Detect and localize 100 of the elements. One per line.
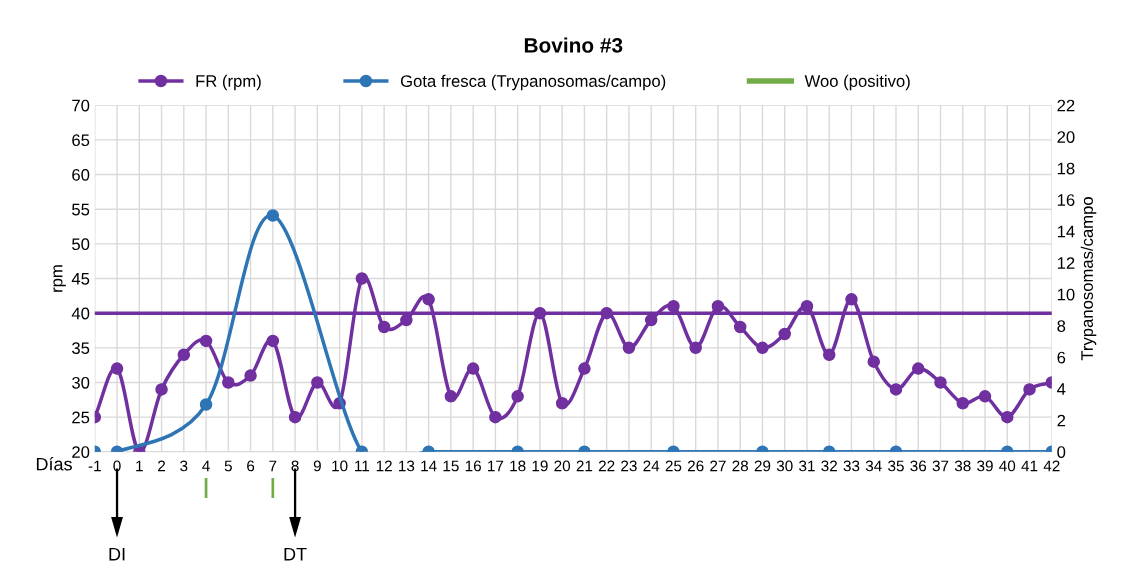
point	[1023, 383, 1036, 396]
point	[288, 410, 302, 424]
y-tick-label: 35	[72, 342, 90, 355]
point	[889, 383, 903, 396]
x-tick-label: 39	[977, 460, 993, 472]
point	[822, 348, 836, 362]
x-tick-label: 10	[332, 460, 348, 472]
point	[533, 306, 547, 320]
x-tick-label: 2	[158, 460, 166, 472]
y-tick-label: 65	[72, 134, 90, 147]
y-tick-label: 25	[72, 411, 90, 424]
point	[110, 362, 124, 375]
x-tick-label: 20	[554, 460, 571, 472]
x-tick-label: 25	[665, 460, 682, 472]
point	[578, 362, 591, 375]
x-tick-label: 38	[954, 460, 971, 472]
y2-tick-label: 10	[1057, 288, 1075, 301]
point	[377, 320, 391, 334]
point	[711, 299, 725, 313]
x-tick-label: 16	[465, 460, 481, 472]
x-tick-label: 30	[776, 460, 793, 472]
point	[600, 306, 613, 320]
point	[622, 341, 636, 355]
point	[756, 341, 769, 355]
x-tick-label: 31	[799, 460, 815, 472]
y2-tick-label: 16	[1057, 194, 1075, 206]
text: DI	[109, 547, 125, 561]
legend-label: FR (rpm)	[196, 74, 261, 91]
x-tick-label: 42	[1043, 460, 1060, 472]
y-axis-title: rpm	[53, 265, 66, 292]
x-tick-label: 5	[224, 460, 232, 472]
point	[466, 362, 480, 375]
point	[311, 376, 324, 389]
y2-tick-label: 2	[1057, 414, 1066, 427]
point	[956, 397, 970, 410]
point	[1001, 410, 1014, 424]
y-tick-label: 30	[72, 376, 90, 389]
y-tick-label: 55	[72, 203, 90, 216]
point	[667, 299, 680, 313]
y-tick-label: 50	[72, 238, 90, 251]
x-tick-label: 29	[754, 460, 771, 472]
y2-tick-label: 12	[1057, 257, 1075, 269]
x-tick-label: 32	[821, 460, 837, 472]
point	[689, 341, 702, 355]
x-tick-label: 19	[532, 460, 548, 472]
point	[489, 410, 502, 424]
x-tick-label: 41	[1021, 460, 1038, 472]
x-tick-label: 28	[732, 460, 749, 472]
point	[444, 390, 458, 403]
y2-axis-title: Trypanosomas/campo	[1080, 197, 1097, 361]
x-tick-label: 40	[999, 460, 1016, 472]
chart-title: Bovino #3	[524, 37, 623, 53]
x-tick-label: 18	[510, 460, 526, 472]
y2-tick-label: 20	[1057, 131, 1075, 143]
y2-tick-label: 8	[1057, 320, 1066, 332]
x-tick-label: 27	[710, 460, 726, 472]
x-tick-label: 35	[888, 460, 904, 472]
point	[355, 272, 369, 285]
legend-label: Woo (positivo)	[804, 74, 910, 91]
legend-label: Gota fresca (Trypanosomas/campo)	[400, 74, 666, 91]
x-tick-label: 22	[598, 460, 615, 472]
y2-tick-label: 14	[1057, 225, 1075, 238]
x-tick-label: 3	[180, 460, 188, 472]
x-tick-label: 13	[399, 460, 415, 472]
point	[266, 334, 280, 348]
x-tick-label: 12	[376, 460, 392, 472]
y-tick-label: 40	[71, 307, 90, 320]
point	[911, 362, 925, 375]
x-tick-label: 6	[247, 460, 255, 472]
x-tick-label: 33	[843, 460, 860, 472]
point	[867, 355, 880, 368]
y-tick-label: 45	[71, 273, 90, 285]
x-axis-title: Días	[36, 457, 72, 471]
x-tick-label: 15	[443, 460, 459, 472]
x-tick-label: 7	[269, 460, 277, 472]
x-tick-label: 4	[202, 460, 210, 472]
point	[800, 299, 814, 313]
point	[222, 376, 235, 389]
point	[978, 390, 992, 403]
point	[155, 383, 168, 396]
point	[934, 376, 947, 389]
y-tick-label: 70	[72, 99, 90, 112]
y2-tick-label: 0	[1057, 446, 1066, 458]
point	[400, 313, 413, 327]
point	[199, 334, 213, 348]
y2-tick-label: 22	[1057, 99, 1075, 112]
x-tick-label: 24	[643, 460, 660, 472]
point	[555, 397, 569, 410]
y-tick-label: 20	[72, 446, 90, 458]
x-tick-label: 23	[621, 460, 637, 472]
y2-tick-label: 6	[1057, 351, 1066, 364]
x-tick-label: -1	[88, 460, 101, 472]
x-tick-label: 34	[865, 460, 882, 472]
x-tick-label: 37	[932, 460, 949, 472]
point	[511, 390, 524, 403]
point	[733, 320, 747, 334]
point	[845, 293, 858, 306]
x-tick-label: 21	[576, 460, 593, 472]
x-tick-label: 11	[355, 460, 370, 472]
point	[644, 313, 658, 327]
